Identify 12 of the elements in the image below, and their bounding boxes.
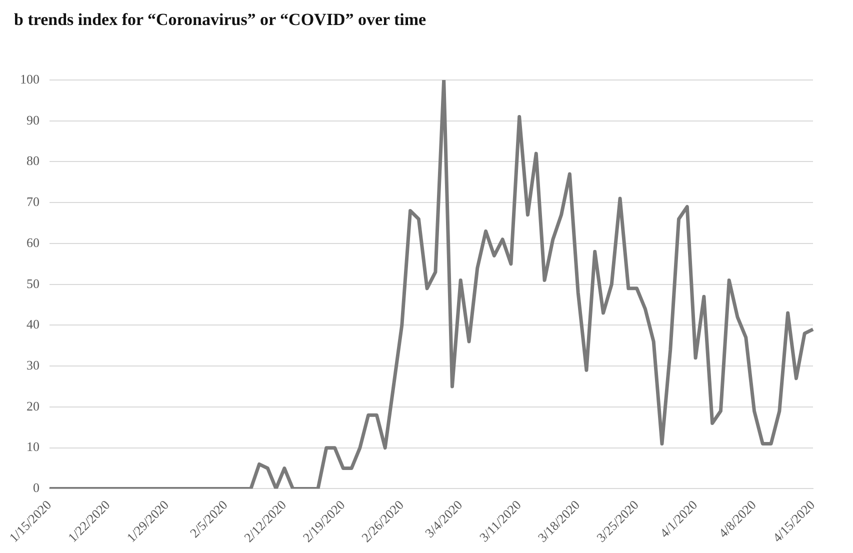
- y-tick-label: 50: [26, 276, 40, 291]
- y-tick-label: 100: [20, 71, 40, 86]
- y-tick-label: 80: [26, 153, 40, 168]
- y-tick-label: 20: [26, 398, 40, 414]
- y-tick-label: 90: [26, 112, 40, 128]
- y-tick-label: 40: [26, 316, 40, 332]
- y-tick-label: 60: [26, 234, 40, 250]
- chart-title: b trends index for “Coronavirus” or “COVID” over time: [14, 10, 426, 30]
- y-tick-label: 70: [26, 194, 40, 210]
- y-tick-label: 0: [33, 480, 40, 496]
- y-tick-label: 10: [26, 439, 40, 454]
- y-tick-label: 30: [26, 358, 40, 373]
